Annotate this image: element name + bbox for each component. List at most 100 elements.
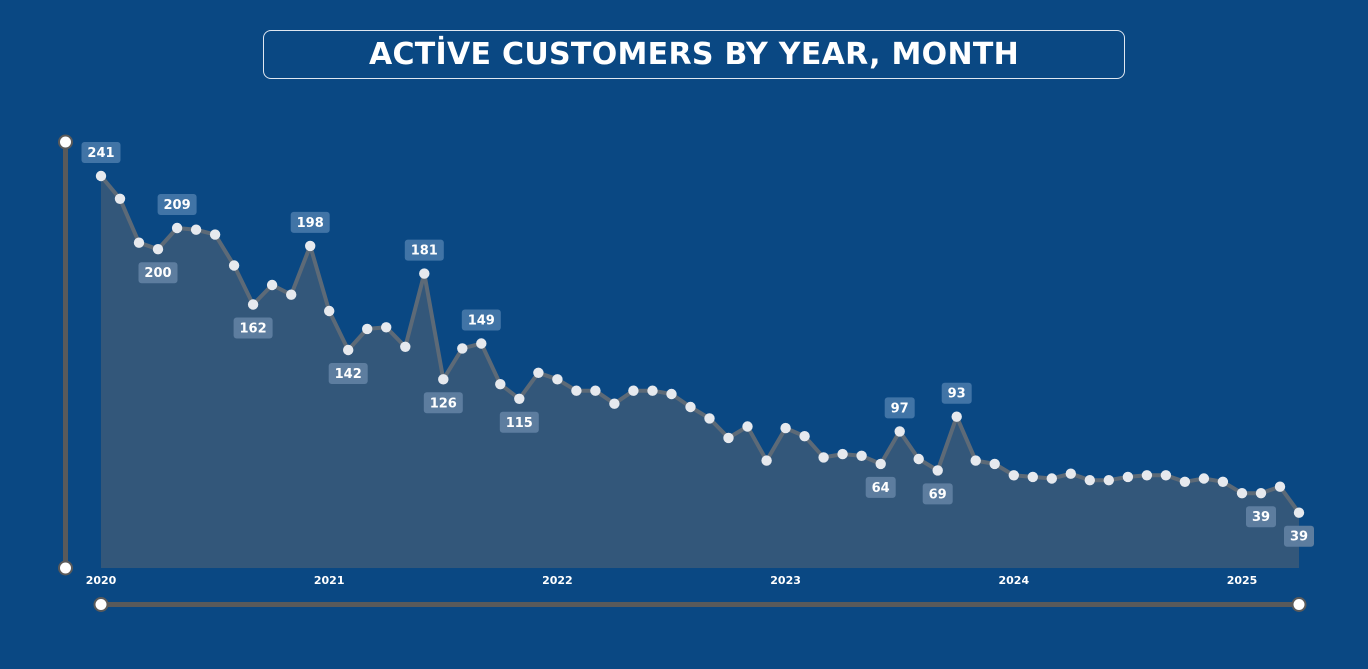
data-point[interactable] (209, 229, 221, 240)
data-point[interactable] (1217, 476, 1229, 487)
data-point[interactable] (552, 374, 563, 385)
data-point[interactable] (362, 323, 373, 335)
data-point[interactable] (590, 385, 601, 396)
data-point[interactable] (343, 344, 354, 356)
area-layer (101, 176, 1299, 568)
data-point[interactable] (286, 289, 297, 300)
data-point[interactable] (514, 393, 525, 404)
x-tick-label: 2025 (1227, 574, 1258, 587)
data-point[interactable] (1084, 475, 1096, 486)
data-point[interactable] (114, 193, 126, 204)
data-point[interactable] (875, 458, 886, 470)
data-point[interactable] (1103, 475, 1115, 486)
data-point[interactable] (1122, 471, 1134, 483)
data-point[interactable] (171, 222, 183, 234)
data-point[interactable] (989, 458, 1000, 470)
data-point[interactable] (1027, 471, 1039, 483)
data-point[interactable] (1179, 476, 1191, 487)
data-label-text: 241 (87, 146, 114, 161)
data-point[interactable] (1046, 473, 1058, 484)
data-point[interactable] (628, 385, 639, 396)
data-label-text: 39 (1290, 530, 1308, 545)
data-label: 209 (157, 194, 197, 215)
data-point[interactable] (837, 448, 848, 460)
horizontal-zoom-track[interactable] (101, 602, 1299, 607)
data-point[interactable] (970, 455, 981, 466)
x-axis-ticks: 2020 2021 2022 2023 2024 2025 (86, 574, 1258, 587)
data-point[interactable] (495, 379, 506, 390)
data-point[interactable] (951, 411, 962, 422)
data-point[interactable] (685, 401, 696, 413)
data-label: 149 (461, 309, 501, 331)
data-point[interactable] (1274, 481, 1286, 492)
vertical-zoom-track[interactable] (63, 142, 68, 568)
data-label-bg (328, 363, 368, 384)
data-point[interactable] (190, 224, 202, 235)
data-point[interactable] (419, 268, 430, 279)
data-point[interactable] (1236, 488, 1248, 499)
data-label-bg (290, 211, 330, 233)
data-point[interactable] (913, 453, 924, 465)
data-point[interactable] (533, 367, 544, 378)
data-label-bg (1246, 506, 1276, 528)
data-point[interactable] (761, 455, 772, 466)
data-point[interactable] (894, 426, 905, 437)
data-point[interactable] (1065, 468, 1077, 479)
data-point[interactable] (1255, 488, 1267, 499)
data-point[interactable] (818, 452, 829, 463)
vertical-zoom-handle-top[interactable] (58, 134, 73, 150)
data-label: 69 (922, 483, 953, 505)
data-point[interactable] (1198, 473, 1210, 484)
data-label-text: 200 (144, 266, 171, 281)
data-label: 181 (404, 239, 444, 261)
x-tick-label: 2022 (542, 574, 573, 587)
data-point[interactable] (324, 305, 335, 317)
data-point[interactable] (228, 260, 240, 271)
x-tick-label: 2020 (86, 574, 117, 587)
data-point[interactable] (95, 170, 107, 182)
data-label-bg (1284, 525, 1314, 547)
data-point[interactable] (400, 341, 411, 352)
x-tick-label: 2023 (770, 574, 801, 587)
data-point[interactable] (666, 388, 677, 400)
data-label-text: 209 (164, 198, 191, 213)
data-point[interactable] (438, 374, 449, 385)
data-point[interactable] (457, 343, 468, 354)
data-point[interactable] (932, 465, 943, 476)
data-point[interactable] (742, 421, 753, 432)
data-point[interactable] (1141, 470, 1153, 481)
data-label: 142 (328, 363, 368, 384)
data-label: 198 (290, 211, 330, 233)
data-point[interactable] (381, 322, 392, 333)
data-point[interactable] (647, 385, 658, 396)
data-point[interactable] (133, 237, 145, 248)
data-label-bg (865, 476, 896, 498)
data-label: 162 (233, 317, 273, 339)
data-point[interactable] (723, 432, 734, 444)
x-tick-label: 2024 (998, 574, 1029, 587)
data-point[interactable] (856, 450, 867, 461)
data-label-bg (157, 194, 197, 215)
data-point[interactable] (476, 338, 487, 349)
data-point[interactable] (305, 240, 316, 252)
data-point[interactable] (704, 413, 715, 424)
data-point[interactable] (1160, 470, 1172, 481)
vertical-zoom-handle-bottom[interactable] (58, 560, 73, 576)
data-label-text: 126 (430, 396, 457, 411)
data-point[interactable] (247, 299, 259, 310)
data-label-text: 93 (948, 387, 966, 402)
data-point[interactable] (1008, 470, 1019, 481)
data-point[interactable] (571, 385, 582, 396)
horizontal-zoom-handle-right[interactable] (1291, 597, 1307, 612)
data-label-bg (941, 382, 972, 404)
data-point[interactable] (780, 422, 791, 434)
data-point[interactable] (266, 279, 278, 291)
data-point[interactable] (799, 431, 810, 442)
data-point[interactable] (1293, 507, 1305, 518)
data-label-text: 115 (506, 416, 533, 431)
data-point[interactable] (609, 398, 620, 409)
horizontal-zoom-handle-left[interactable] (93, 597, 109, 612)
chart-title: ACTİVE CUSTOMERS BY YEAR, MONTH (368, 37, 1020, 72)
data-label-bg (499, 411, 539, 433)
data-point[interactable] (152, 244, 164, 255)
